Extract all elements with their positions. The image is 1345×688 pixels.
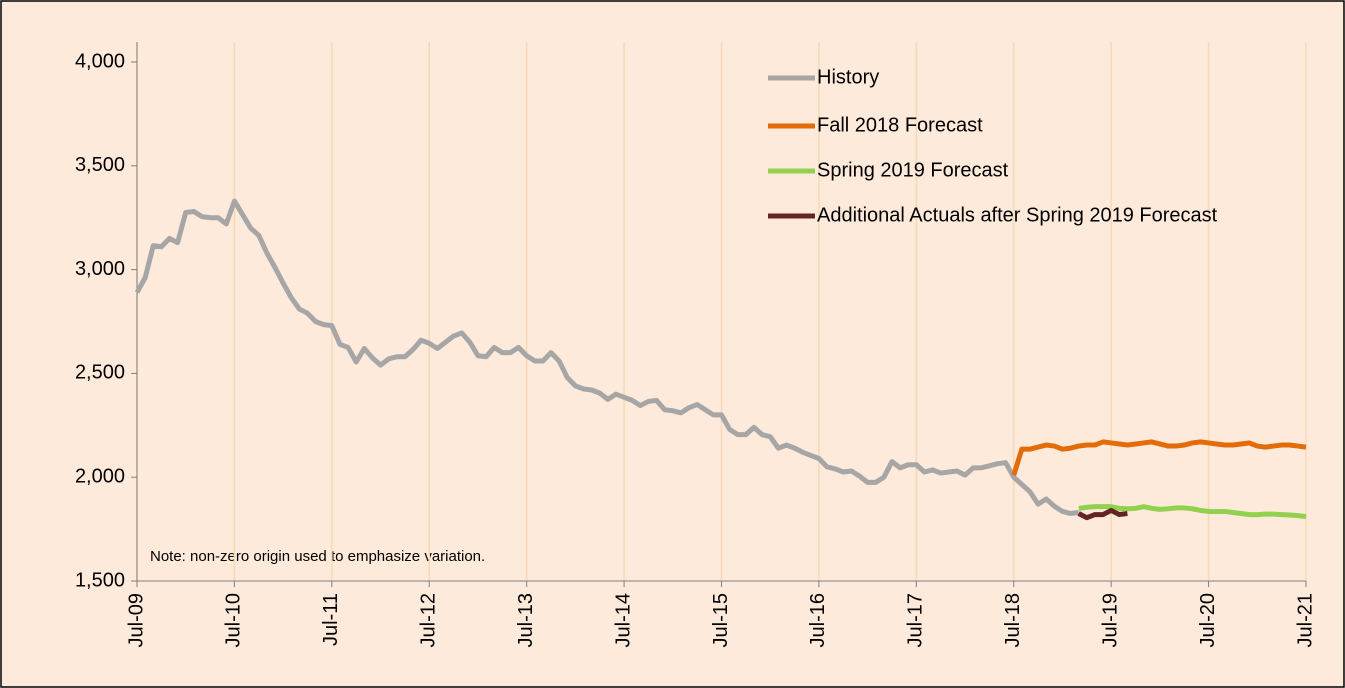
- series-line: [134, 198, 1080, 517]
- x-tick-label: Jul-14: [612, 593, 634, 647]
- y-tick-label: 2,500: [75, 362, 125, 384]
- legend-label: Fall 2018 Forecast: [817, 114, 983, 136]
- x-tick-label: Jul-19: [1099, 593, 1121, 647]
- x-tick-label: Jul-09: [125, 593, 147, 647]
- x-tick-label: Jul-20: [1197, 593, 1219, 647]
- legend-label: Additional Actuals after Spring 2019 For…: [817, 204, 1218, 226]
- series-line: [1078, 504, 1307, 520]
- y-tick-label: 4,000: [75, 50, 125, 72]
- y-tick-label: 2,000: [75, 465, 125, 487]
- x-tick-label: Jul-13: [515, 593, 537, 647]
- x-tick-label: Jul-21: [1294, 593, 1316, 647]
- y-tick-label: 3,500: [75, 154, 125, 176]
- y-tick-label: 3,000: [75, 258, 125, 280]
- x-tick-label: Jul-12: [418, 593, 440, 647]
- x-tick-label: Jul-11: [320, 593, 342, 646]
- legend-label: History: [817, 66, 879, 88]
- annotation: Note: non-zero origin used to emphasize …: [150, 548, 485, 565]
- series-line: [1077, 507, 1128, 521]
- x-tick-label: Jul-18: [1002, 593, 1024, 647]
- y-tick-label: 1,500: [75, 569, 125, 591]
- legend-label: Spring 2019 Forecast: [817, 159, 1009, 181]
- x-tick-label: Jul-17: [905, 593, 927, 647]
- x-tick-label: Jul-15: [710, 593, 732, 647]
- series-line: [1011, 439, 1307, 476]
- x-tick-label: Jul-10: [223, 593, 245, 647]
- x-tick-label: Jul-16: [807, 593, 829, 647]
